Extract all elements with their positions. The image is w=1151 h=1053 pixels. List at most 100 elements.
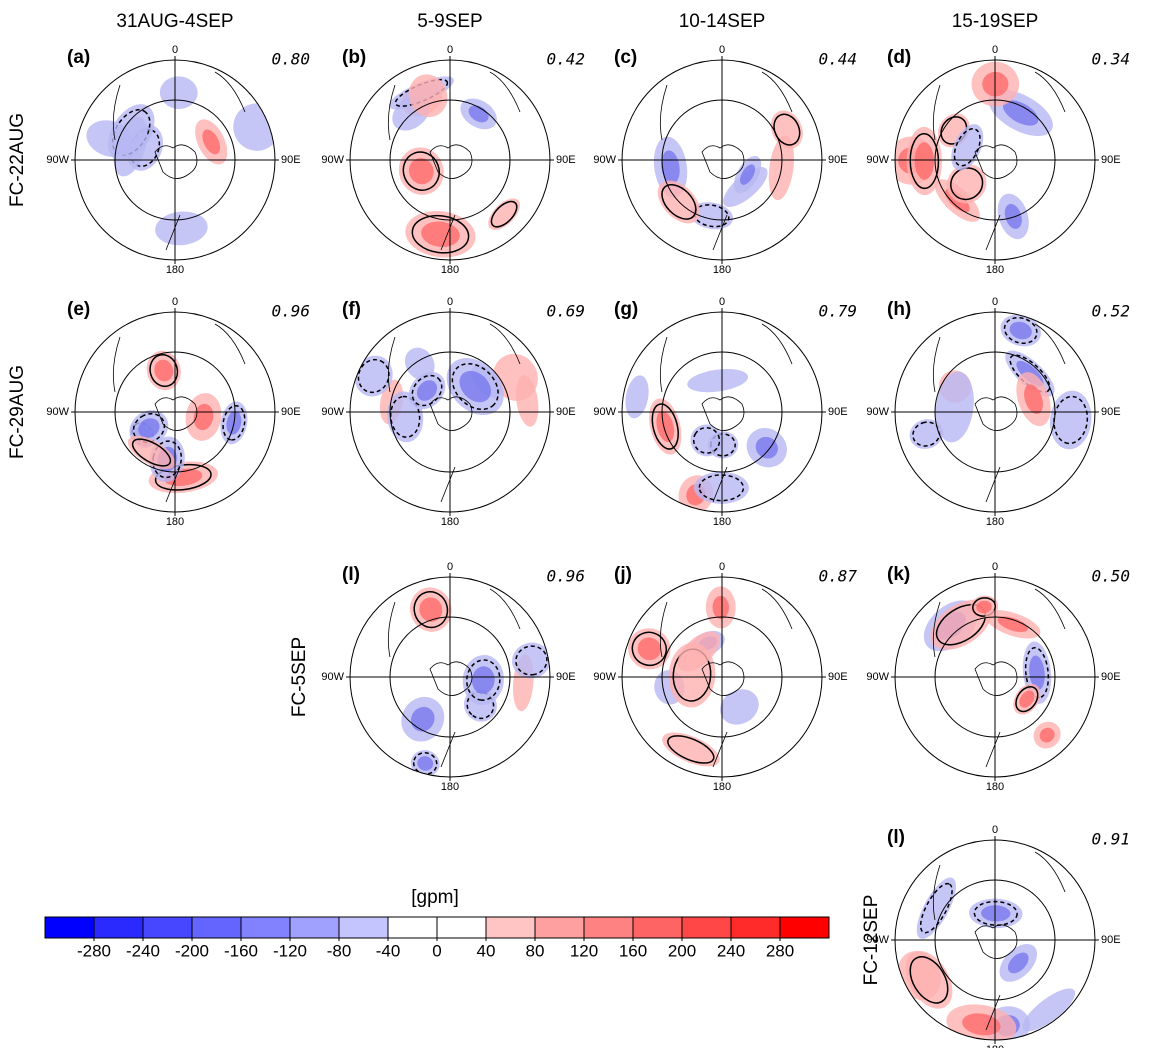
anomaly-core bbox=[416, 380, 438, 401]
colorbar-box bbox=[93, 916, 144, 939]
contour bbox=[909, 956, 949, 1004]
polar-map bbox=[354, 323, 539, 503]
map-label: 90E bbox=[281, 406, 301, 418]
column-header: 31AUG-4SEP bbox=[116, 11, 233, 32]
contour bbox=[451, 362, 499, 411]
colorbar-tick-label: -280 bbox=[77, 941, 111, 960]
panel-label: (g) bbox=[614, 299, 638, 320]
contour bbox=[912, 421, 941, 447]
contour bbox=[402, 151, 440, 191]
anomaly bbox=[677, 631, 720, 672]
coastline bbox=[387, 588, 521, 768]
anomaly bbox=[233, 103, 275, 151]
coastline bbox=[387, 71, 521, 251]
panel-label: (c) bbox=[614, 47, 637, 68]
map-label: 180 bbox=[441, 781, 459, 793]
coastline bbox=[112, 323, 246, 503]
map-label: 0 bbox=[992, 824, 998, 836]
coastline bbox=[701, 396, 745, 431]
contour bbox=[661, 183, 697, 220]
map-label: 180 bbox=[986, 516, 1004, 528]
anomaly-core bbox=[1004, 203, 1022, 229]
contour bbox=[149, 354, 179, 388]
map-label: 90W bbox=[46, 406, 69, 418]
colorbar-tick-label: -160 bbox=[224, 941, 258, 960]
colorbar-box bbox=[338, 916, 389, 939]
contour bbox=[973, 900, 1018, 926]
map-label: 180 bbox=[986, 264, 1004, 276]
map-label: 180 bbox=[713, 264, 731, 276]
coastline bbox=[932, 71, 1066, 251]
coastline bbox=[932, 851, 1066, 1031]
contour bbox=[132, 412, 166, 444]
map-label: 90E bbox=[556, 671, 576, 683]
anomaly-core bbox=[755, 436, 778, 459]
coastline bbox=[429, 661, 473, 696]
anomaly-core bbox=[1019, 690, 1035, 708]
contour bbox=[651, 403, 679, 450]
colorbar-tick-label: 80 bbox=[526, 941, 545, 960]
colorbar-box bbox=[583, 916, 634, 939]
anomaly bbox=[159, 76, 198, 109]
coastline bbox=[659, 588, 793, 768]
map-label: 90E bbox=[281, 154, 301, 166]
polar-map bbox=[653, 71, 803, 251]
anomaly bbox=[720, 689, 759, 725]
map-label: 180 bbox=[441, 516, 459, 528]
map-label: 90W bbox=[866, 934, 889, 946]
map-label: 180 bbox=[986, 1044, 1004, 1048]
colorbar-tick-label: 0 bbox=[432, 941, 441, 960]
coastline bbox=[974, 661, 1018, 696]
row-label: FC-22AUG bbox=[7, 113, 28, 207]
map-label: 90E bbox=[1101, 406, 1121, 418]
column-header: 10-14SEP bbox=[679, 11, 766, 32]
contour bbox=[357, 358, 390, 394]
anomaly-core bbox=[408, 158, 434, 185]
panel-label: (I) bbox=[342, 564, 360, 585]
anomaly bbox=[951, 124, 984, 171]
anomaly bbox=[687, 368, 749, 393]
map-label: 90W bbox=[46, 154, 69, 166]
contour bbox=[919, 882, 953, 934]
colorbar-box bbox=[142, 916, 193, 939]
map-label: 180 bbox=[713, 781, 731, 793]
contour bbox=[773, 113, 801, 146]
coastline bbox=[932, 323, 1066, 503]
colorbar-box bbox=[191, 916, 242, 939]
anomaly bbox=[404, 347, 435, 380]
contour bbox=[692, 426, 721, 454]
map-label: 180 bbox=[166, 264, 184, 276]
anomaly-core bbox=[1024, 384, 1043, 414]
anomaly-core bbox=[976, 600, 992, 614]
polar-map bbox=[112, 323, 248, 503]
map-label: 90W bbox=[593, 671, 616, 683]
coastline bbox=[154, 396, 198, 431]
colorbar-box bbox=[387, 916, 438, 939]
contour bbox=[490, 200, 518, 228]
panel-score: 0.87 bbox=[818, 567, 857, 586]
map-label: 0 bbox=[447, 296, 453, 308]
colorbar-tick-label: 40 bbox=[477, 941, 496, 960]
colorbar-tick-label: 120 bbox=[570, 941, 598, 960]
contour bbox=[411, 214, 470, 254]
anomaly-core bbox=[981, 905, 1011, 922]
anomaly bbox=[1049, 390, 1092, 450]
panel-label: (d) bbox=[887, 47, 911, 68]
panel-label: (h) bbox=[887, 299, 911, 320]
row-label: FC-12SEP bbox=[861, 895, 882, 986]
map-label: 90E bbox=[828, 406, 848, 418]
row-label: FC-5SEP bbox=[289, 637, 310, 717]
anomaly-core bbox=[193, 403, 214, 431]
anomaly-core bbox=[962, 1013, 1001, 1036]
colorbar-title: [gpm] bbox=[411, 887, 459, 908]
map-label: 180 bbox=[441, 264, 459, 276]
anomaly-core bbox=[202, 129, 221, 155]
map-label: 0 bbox=[172, 296, 178, 308]
anomaly-core bbox=[154, 359, 174, 382]
colorbar-tick-label: -200 bbox=[175, 941, 209, 960]
anomaly-core bbox=[1002, 100, 1039, 126]
coastline bbox=[429, 396, 473, 431]
contour bbox=[1015, 686, 1039, 713]
contour bbox=[413, 591, 449, 629]
